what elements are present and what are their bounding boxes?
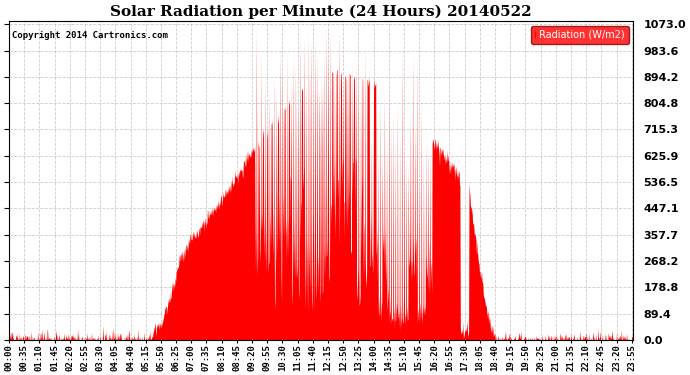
Text: Copyright 2014 Cartronics.com: Copyright 2014 Cartronics.com [12, 31, 168, 40]
Legend: Radiation (W/m2): Radiation (W/m2) [531, 26, 629, 44]
Title: Solar Radiation per Minute (24 Hours) 20140522: Solar Radiation per Minute (24 Hours) 20… [110, 4, 532, 18]
